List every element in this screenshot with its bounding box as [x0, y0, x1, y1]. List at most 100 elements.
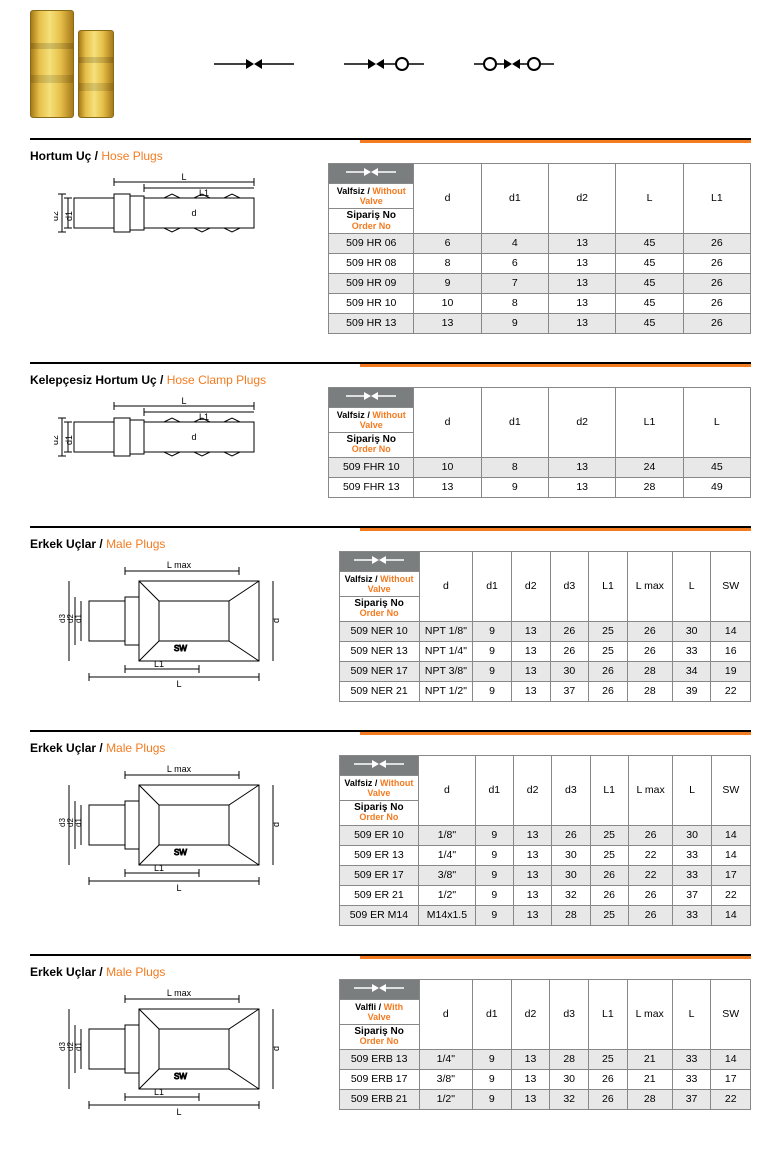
- section: Hortum Uç / Hose PlugsLL1d2d1ddd1d2LL1Va…: [30, 138, 751, 334]
- valve-header: Valfli / With Valve: [339, 999, 419, 1024]
- table-cell: 13: [513, 825, 551, 845]
- table-cell: 22: [711, 885, 750, 905]
- col-header: d: [419, 551, 473, 621]
- table-cell: 9: [473, 681, 512, 701]
- table-cell: 33: [673, 905, 711, 925]
- table-cell: 9: [475, 885, 513, 905]
- symbol-cell: [329, 164, 414, 184]
- diagram: SWL maxL1Ld3d2d1d: [30, 755, 319, 895]
- valve-header: Valfsiz / Without Valve: [329, 407, 414, 432]
- svg-text:d2: d2: [54, 211, 60, 221]
- col-header: L: [683, 387, 750, 457]
- table-cell: 9: [475, 865, 513, 885]
- col-header: SW: [711, 755, 750, 825]
- table-cell: 13: [549, 233, 616, 253]
- col-header: L1: [616, 387, 683, 457]
- table-cell: 13: [513, 845, 551, 865]
- table-cell: 28: [627, 1089, 672, 1109]
- table-cell: 4: [481, 233, 548, 253]
- table-cell: 45: [616, 293, 683, 313]
- table-cell: 33: [673, 845, 711, 865]
- table-cell: 14: [711, 905, 750, 925]
- table-cell: 45: [616, 273, 683, 293]
- table-cell: 28: [550, 1049, 589, 1069]
- valve-header: Valfsiz / Without Valve: [339, 571, 419, 596]
- table-cell: 22: [628, 845, 673, 865]
- table-cell: 3/8": [419, 1069, 472, 1089]
- table-cell: 509 ERB 17: [339, 1069, 419, 1089]
- table-cell: 509 HR 13: [329, 313, 414, 333]
- diagram: LL1d2d1d: [30, 387, 308, 487]
- col-header: L max: [627, 979, 672, 1049]
- section: Kelepçesiz Hortum Uç / Hose Clamp PlugsL…: [30, 362, 751, 498]
- table-row: 509 ER 211/2"9133226263722: [339, 885, 750, 905]
- table-cell: 13: [549, 293, 616, 313]
- table-cell: 26: [683, 293, 750, 313]
- table-row: 509 ERB 211/2"9133226283722: [339, 1089, 750, 1109]
- svg-text:L1: L1: [154, 863, 164, 873]
- table-cell: 26: [683, 313, 750, 333]
- section-title: Hortum Uç / Hose Plugs: [30, 149, 751, 163]
- title-tr: Hortum Uç: [30, 149, 91, 163]
- svg-text:SW: SW: [174, 848, 187, 857]
- order-header: Sipariş NoOrder No: [339, 1024, 419, 1049]
- table-cell: 13: [549, 477, 616, 497]
- col-header: L1: [683, 164, 750, 234]
- svg-text:d: d: [271, 1046, 281, 1051]
- order-header: Sipariş NoOrder No: [329, 432, 414, 457]
- svg-text:d: d: [271, 618, 281, 623]
- svg-text:SW: SW: [174, 644, 187, 653]
- svg-text:d1: d1: [74, 613, 83, 622]
- col-header: d2: [511, 551, 550, 621]
- svg-text:L1: L1: [199, 412, 209, 422]
- col-header: L max: [628, 755, 673, 825]
- table-cell: 9: [481, 313, 548, 333]
- col-header: d: [419, 755, 475, 825]
- table-cell: 9: [472, 1069, 511, 1089]
- table-cell: 26: [589, 1089, 628, 1109]
- col-header: L: [673, 755, 711, 825]
- table-cell: 509 ERB 21: [339, 1089, 419, 1109]
- table-cell: 509 ERB 13: [339, 1049, 419, 1069]
- symbol-cell: [329, 387, 414, 407]
- col-header: L1: [590, 755, 628, 825]
- table-row: 509 ERB 131/4"9132825213314: [339, 1049, 750, 1069]
- table-cell: 28: [627, 661, 672, 681]
- table-cell: 509 FHR 13: [329, 477, 414, 497]
- table-cell: 26: [683, 233, 750, 253]
- table-cell: 16: [711, 641, 751, 661]
- table-row: 509 NER 10NPT 1/8"9132625263014: [339, 621, 750, 641]
- table-cell: 509 HR 10: [329, 293, 414, 313]
- table-cell: 14: [711, 621, 751, 641]
- title-en: Male Plugs: [106, 537, 165, 551]
- col-header: d: [419, 979, 472, 1049]
- table-cell: 26: [550, 621, 589, 641]
- spec-table: dd1d2d3L1L maxLSWValfli / With ValveSipa…: [339, 979, 751, 1110]
- table-cell: 24: [616, 457, 683, 477]
- diagram: SWL maxL1Ld3d2d1d: [30, 551, 319, 691]
- table-cell: 14: [711, 1049, 751, 1069]
- section: Erkek Uçlar / Male PlugsSWL maxL1Ld3d2d1…: [30, 526, 751, 702]
- table-cell: 9: [473, 661, 512, 681]
- section-body: SWL maxL1Ld3d2d1ddd1d2d3L1L maxLSWValfli…: [30, 979, 751, 1119]
- table-row: 509 ER 173/8"9133026223317: [339, 865, 750, 885]
- table-cell: 17: [711, 865, 750, 885]
- table-row: 509 HR 13139134526: [329, 313, 751, 333]
- table-cell: 28: [616, 477, 683, 497]
- col-header: L max: [627, 551, 672, 621]
- table-cell: 22: [628, 865, 673, 885]
- table-row: 509 NER 17NPT 3/8"9133026283419: [339, 661, 750, 681]
- section-title: Erkek Uçlar / Male Plugs: [30, 741, 751, 755]
- table-cell: 30: [552, 865, 590, 885]
- svg-text:L: L: [177, 679, 182, 689]
- col-header: d2: [549, 387, 616, 457]
- table-cell: 10: [414, 293, 481, 313]
- divider-accent: [360, 956, 751, 959]
- section-title: Kelepçesiz Hortum Uç / Hose Clamp Plugs: [30, 373, 751, 387]
- table-cell: 509 ER 21: [339, 885, 419, 905]
- table-cell: 28: [552, 905, 590, 925]
- table-cell: 26: [589, 661, 628, 681]
- col-header: L: [672, 979, 711, 1049]
- col-header: d1: [481, 387, 548, 457]
- table-cell: 13: [549, 457, 616, 477]
